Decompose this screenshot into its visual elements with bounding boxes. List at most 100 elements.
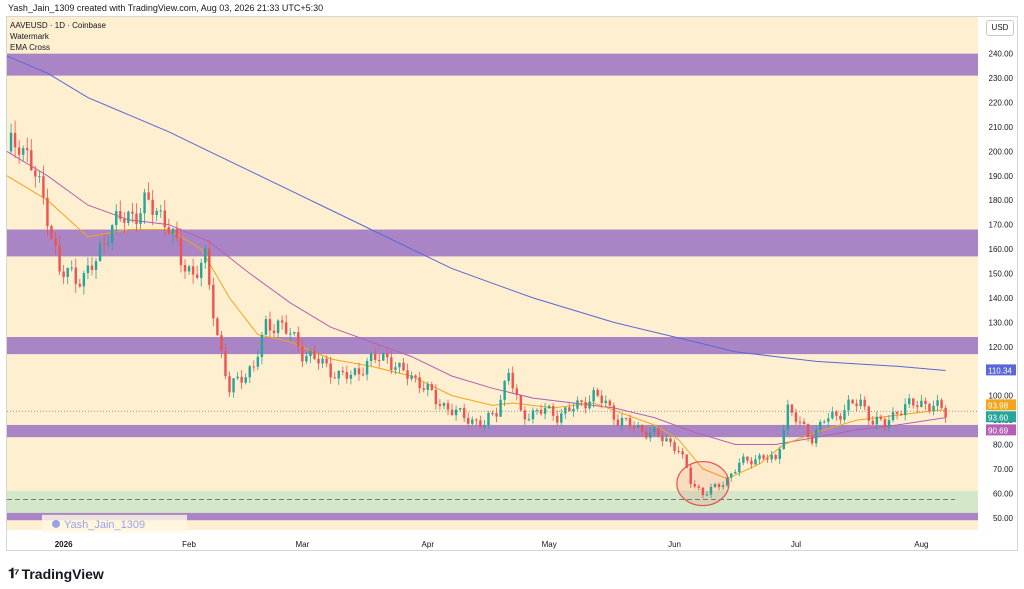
candle-body bbox=[325, 358, 328, 364]
highlight-circle bbox=[676, 460, 730, 507]
candle-body bbox=[895, 412, 899, 414]
candle-body bbox=[422, 388, 425, 390]
candle-body bbox=[224, 350, 227, 377]
y-tick-label: 50.00 bbox=[993, 514, 1014, 523]
tradingview-logo[interactable]: 𝟏⁷ TradingView bbox=[8, 565, 104, 582]
candle-body bbox=[746, 456, 749, 461]
candle-body bbox=[843, 410, 846, 420]
chart-background bbox=[7, 17, 978, 530]
zone-5 bbox=[7, 512, 978, 521]
ema-layer bbox=[6, 55, 946, 480]
candle-body bbox=[887, 420, 891, 428]
candle-body bbox=[806, 424, 810, 437]
candle-body bbox=[54, 238, 57, 246]
candle-body bbox=[798, 421, 802, 423]
candle-body bbox=[855, 403, 858, 407]
candle-body bbox=[321, 358, 324, 364]
zone-3 bbox=[7, 424, 978, 438]
candle-body bbox=[604, 400, 607, 404]
candle-body bbox=[847, 399, 850, 411]
candle-body bbox=[46, 197, 49, 227]
watermark-indicator-label[interactable]: Watermark bbox=[10, 32, 49, 41]
candle-body bbox=[9, 132, 13, 152]
candle-body bbox=[729, 473, 733, 478]
candle-body bbox=[260, 334, 264, 358]
candle-body bbox=[657, 428, 660, 436]
candle-body bbox=[119, 211, 122, 219]
candle-body bbox=[341, 370, 345, 373]
candle-body bbox=[252, 366, 256, 368]
ema-cross-indicator-label[interactable]: EMA Cross bbox=[10, 43, 51, 52]
candle-body bbox=[106, 242, 110, 245]
candle-body bbox=[204, 248, 207, 263]
candle-body bbox=[462, 407, 466, 418]
candle-body bbox=[920, 400, 923, 408]
candle-body bbox=[159, 210, 162, 212]
price-tag bbox=[986, 424, 1016, 436]
y-tick-label: 120.00 bbox=[989, 343, 1014, 352]
candle-body bbox=[369, 353, 373, 361]
candle-body bbox=[701, 487, 705, 496]
brand-name: TradingView bbox=[21, 565, 104, 582]
candle-body bbox=[903, 404, 907, 416]
candle-body bbox=[426, 384, 429, 390]
candle-body bbox=[754, 459, 757, 465]
y-tick-label: 220.00 bbox=[989, 99, 1014, 108]
candle-body bbox=[499, 399, 502, 417]
grid-layer bbox=[7, 410, 978, 500]
candle-body bbox=[709, 486, 713, 495]
candle-body bbox=[875, 416, 879, 425]
candle-body bbox=[353, 368, 357, 375]
candle-body bbox=[774, 455, 777, 459]
candle-body bbox=[410, 375, 413, 379]
symbol-label[interactable]: AAVEUSD · 1D · Coinbase bbox=[10, 21, 106, 30]
candle-body bbox=[936, 400, 939, 406]
y-tick-label: 80.00 bbox=[993, 441, 1014, 450]
candle-body bbox=[155, 210, 158, 215]
y-tick-label: 130.00 bbox=[989, 318, 1014, 327]
candle-body bbox=[669, 438, 672, 443]
ema-slow-line bbox=[6, 55, 946, 371]
candle-body bbox=[523, 410, 527, 420]
candle-body bbox=[361, 374, 365, 376]
candle-body bbox=[810, 436, 814, 444]
candle-body bbox=[58, 245, 61, 272]
y-tick-label: 70.00 bbox=[993, 465, 1014, 474]
candle-body bbox=[778, 449, 781, 459]
candle-body bbox=[495, 413, 498, 417]
candle-body bbox=[373, 353, 377, 360]
candle-body bbox=[790, 404, 794, 413]
candle-body bbox=[588, 401, 591, 409]
candle-body bbox=[288, 333, 292, 335]
candle-body bbox=[507, 372, 510, 381]
candle-body bbox=[725, 477, 729, 486]
candle-body bbox=[179, 237, 183, 266]
candle-body bbox=[899, 413, 903, 416]
candle-body bbox=[458, 407, 462, 410]
currency-button[interactable]: USD bbox=[986, 20, 1014, 36]
candle-body bbox=[382, 353, 385, 361]
candle-body bbox=[236, 376, 239, 379]
candle-body bbox=[280, 320, 284, 323]
candle-body bbox=[794, 412, 798, 422]
y-tick-label: 240.00 bbox=[989, 50, 1014, 59]
candle-body bbox=[143, 192, 146, 214]
candle-body bbox=[673, 442, 676, 452]
y-tick-label: 140.00 bbox=[989, 294, 1014, 303]
zones-layer bbox=[7, 53, 978, 521]
candle-body bbox=[491, 412, 494, 414]
candle-body bbox=[394, 367, 397, 370]
candle-body bbox=[102, 243, 106, 245]
price-tag-label: 93.98 bbox=[988, 401, 1009, 410]
candle-body bbox=[256, 357, 260, 367]
background-layer bbox=[7, 17, 978, 530]
candle-body bbox=[543, 408, 547, 414]
candle-body bbox=[127, 211, 130, 223]
price-tag-label: 110.34 bbox=[988, 366, 1012, 375]
candle-body bbox=[38, 176, 41, 178]
candle-body bbox=[434, 389, 438, 405]
candle-body bbox=[248, 366, 251, 378]
candle-body bbox=[924, 400, 927, 405]
candle-body bbox=[640, 425, 644, 432]
